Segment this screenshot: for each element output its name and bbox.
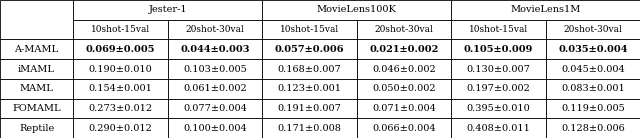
Text: 20shot-30val: 20shot-30val [186,25,244,34]
Bar [262,79,356,99]
Text: 0.035±0.004: 0.035±0.004 [558,45,627,54]
Bar [262,59,356,79]
Bar [0,59,73,79]
Bar [545,118,640,138]
Text: 20shot-30val: 20shot-30val [374,25,433,34]
Text: FOMAML: FOMAML [12,104,61,113]
Bar [545,79,640,99]
Bar [262,20,356,39]
Bar [168,59,262,79]
Text: 0.395±0.010: 0.395±0.010 [467,104,530,113]
Text: Jester-1: Jester-1 [148,5,187,14]
Text: 0.273±0.012: 0.273±0.012 [88,104,152,113]
Text: iMAML: iMAML [18,64,55,74]
Bar [545,59,640,79]
Text: 0.083±0.001: 0.083±0.001 [561,84,625,93]
Text: 0.046±0.002: 0.046±0.002 [372,64,436,74]
Text: 0.130±0.007: 0.130±0.007 [467,64,530,74]
Text: 0.171±0.008: 0.171±0.008 [277,124,341,133]
Text: A-MAML: A-MAML [15,45,59,54]
Text: 20shot-30val: 20shot-30val [563,25,622,34]
Bar [262,99,356,118]
Bar [168,20,262,39]
Text: MovieLens1M: MovieLens1M [510,5,580,14]
Text: 0.154±0.001: 0.154±0.001 [88,84,152,93]
Bar [0,39,73,59]
Text: 10shot-15val: 10shot-15val [280,25,339,34]
Text: 0.050±0.002: 0.050±0.002 [372,84,436,93]
Text: 0.044±0.003: 0.044±0.003 [180,45,250,54]
Text: 0.168±0.007: 0.168±0.007 [278,64,341,74]
Bar [0,118,73,138]
Bar [451,118,545,138]
Text: MAML: MAML [20,84,54,93]
Bar [168,118,262,138]
Text: 0.071±0.004: 0.071±0.004 [372,104,436,113]
Bar [451,79,545,99]
Bar [356,20,451,39]
Bar [545,99,640,118]
Text: 0.128±0.006: 0.128±0.006 [561,124,625,133]
Text: 0.119±0.005: 0.119±0.005 [561,104,625,113]
Bar [262,118,356,138]
Text: 0.190±0.010: 0.190±0.010 [88,64,152,74]
Bar [168,39,262,59]
Bar [545,20,640,39]
Bar [356,39,451,59]
Text: 0.057±0.006: 0.057±0.006 [275,45,344,54]
Text: 0.077±0.004: 0.077±0.004 [183,104,247,113]
Text: 0.408±0.011: 0.408±0.011 [467,124,530,133]
Bar [356,79,451,99]
Bar [73,39,168,59]
Text: 0.103±0.005: 0.103±0.005 [183,64,247,74]
Bar [356,99,451,118]
Bar [545,39,640,59]
Text: 0.100±0.004: 0.100±0.004 [183,124,247,133]
Text: 0.069±0.005: 0.069±0.005 [86,45,155,54]
Bar [451,99,545,118]
Bar [262,0,451,20]
Bar [451,0,640,20]
Bar [451,39,545,59]
Bar [73,118,168,138]
Bar [73,20,168,39]
Bar [451,20,545,39]
Bar [356,59,451,79]
Text: 0.021±0.002: 0.021±0.002 [369,45,438,54]
Bar [168,79,262,99]
Text: MovieLens100K: MovieLens100K [317,5,397,14]
Text: 0.290±0.012: 0.290±0.012 [88,124,152,133]
Text: 0.197±0.002: 0.197±0.002 [467,84,530,93]
Bar [356,118,451,138]
Bar [451,59,545,79]
Text: 0.066±0.004: 0.066±0.004 [372,124,436,133]
Text: 0.191±0.007: 0.191±0.007 [277,104,341,113]
Bar [0,79,73,99]
Text: 0.061±0.002: 0.061±0.002 [183,84,247,93]
Bar [73,99,168,118]
Bar [168,99,262,118]
Text: 10shot-15val: 10shot-15val [468,25,528,34]
Text: 0.105±0.009: 0.105±0.009 [463,45,533,54]
Text: 0.123±0.001: 0.123±0.001 [277,84,341,93]
Text: Reptile: Reptile [19,124,54,133]
Bar [73,0,262,20]
Bar [0,99,73,118]
Bar [73,59,168,79]
Bar [73,79,168,99]
Bar [0,0,73,39]
Text: 10shot-15val: 10shot-15val [91,25,150,34]
Text: 0.045±0.004: 0.045±0.004 [561,64,625,74]
Bar [262,39,356,59]
